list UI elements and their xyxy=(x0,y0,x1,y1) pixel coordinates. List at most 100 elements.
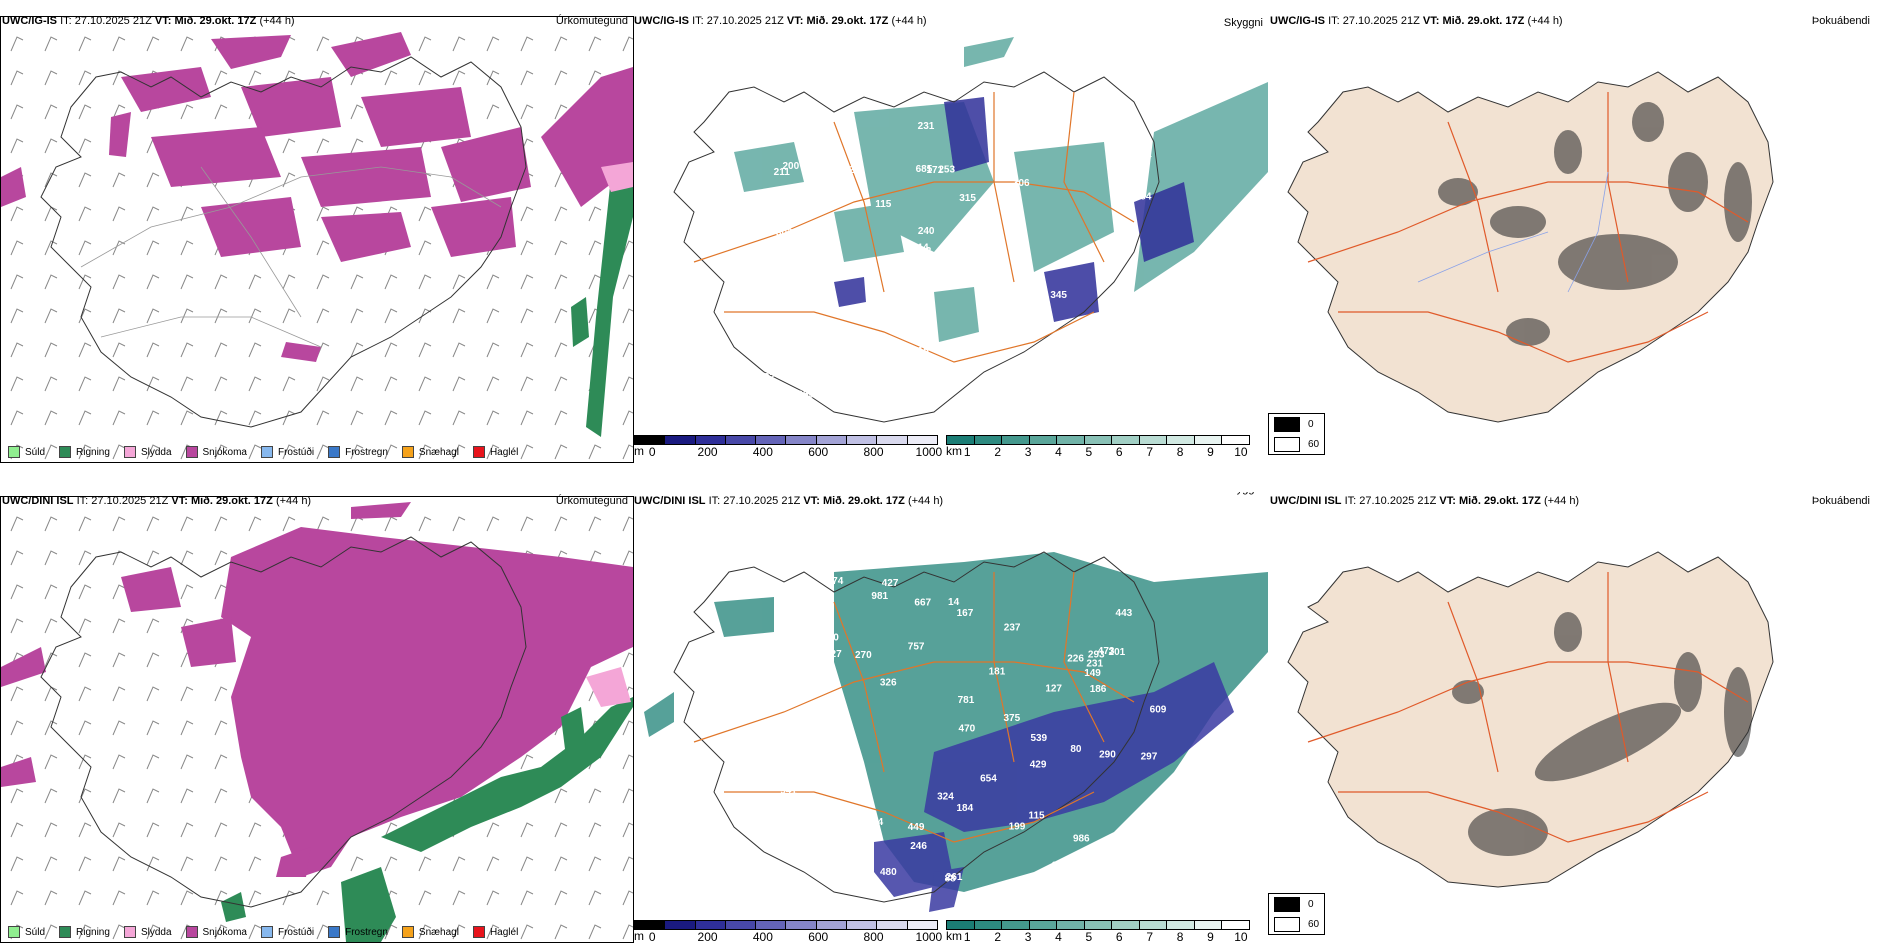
colorbar-step xyxy=(1139,921,1168,929)
wind-barb xyxy=(520,308,534,324)
ceiling-label: 211 xyxy=(774,167,791,178)
wind-barb xyxy=(112,444,126,460)
road-network xyxy=(1307,92,1749,363)
model-name: UWC/IG-IS xyxy=(1270,15,1325,27)
wind-barb xyxy=(78,104,92,120)
fog-legend-item: 60 xyxy=(1269,434,1324,454)
wind-barb xyxy=(146,720,160,736)
colorbar-step xyxy=(877,921,908,929)
wind-barb xyxy=(146,788,160,804)
wind-barb xyxy=(146,172,160,188)
colorbar-step xyxy=(635,921,666,929)
colorbar-step xyxy=(1222,921,1250,929)
wind-barb xyxy=(350,274,364,290)
wind-barb xyxy=(384,70,398,86)
ceiling-label: 352 xyxy=(808,825,825,836)
wind-barb xyxy=(588,274,602,290)
scale-tick: 0 xyxy=(648,445,656,459)
ceiling-scale: 0 200 400 600 800 1000 m xyxy=(634,435,942,459)
colorbar-step xyxy=(1167,921,1195,929)
wind-barb xyxy=(384,308,398,324)
scale-tick: 0 xyxy=(648,930,656,944)
legend-swatch xyxy=(401,446,414,458)
wind-barb xyxy=(418,376,432,392)
wind-barb xyxy=(78,584,92,600)
ceiling-label: 981 xyxy=(871,591,888,602)
ceiling-label: 293 xyxy=(1088,649,1105,660)
vt-label: VT: xyxy=(1422,15,1440,27)
ceiling-label: 394 xyxy=(1052,860,1069,871)
wind-barb xyxy=(452,308,466,324)
wind-barb xyxy=(622,788,633,804)
wind-barb xyxy=(452,856,466,872)
wind-barb xyxy=(214,516,228,532)
wind-barb xyxy=(44,410,58,426)
wind-barb xyxy=(384,376,398,392)
ceiling-label: 428 xyxy=(842,831,859,842)
ceiling-label: 443 xyxy=(1116,608,1133,619)
wind-barb xyxy=(78,36,92,52)
wind-barb xyxy=(214,924,228,940)
legend-item: Súld xyxy=(8,446,45,458)
wind-barb xyxy=(44,274,58,290)
wind-barb xyxy=(214,686,228,702)
wind-barb xyxy=(316,410,330,426)
panel-header: UWC/IG-IS IT: 27.10.2025 21Z VT: Mið. 29… xyxy=(634,12,927,30)
wind-barb xyxy=(520,342,534,358)
legend-label: Súld xyxy=(25,446,46,458)
wind-barb xyxy=(180,376,194,392)
wind-barb xyxy=(622,274,633,290)
wind-barb xyxy=(622,924,633,940)
fog-visibility-area xyxy=(734,37,1268,342)
vt-label: VT: xyxy=(803,495,820,507)
legend-item: Rigning xyxy=(59,446,110,458)
ceiling-scale: 0 200 400 600 800 1000 m xyxy=(634,920,942,944)
wind-barb xyxy=(44,856,58,872)
colorbar-step xyxy=(1084,921,1113,929)
panel-header: UWC/IG-IS IT: 27.10.2025 21Z VT: Mið. 29… xyxy=(2,12,295,30)
visibility-scale: 1 2 3 4 5 6 7 8 9 10 km xyxy=(946,920,1250,944)
ceiling-label: 152 xyxy=(915,246,932,257)
wind-barb xyxy=(78,754,92,770)
wind-barb xyxy=(486,516,500,532)
wind-barb xyxy=(112,856,126,872)
colorbar-step xyxy=(847,921,878,929)
wind-barb xyxy=(146,550,160,566)
sleet-area xyxy=(586,667,631,707)
ceiling-label: 609 xyxy=(1150,705,1167,716)
wind-barb xyxy=(214,274,228,290)
wind-barb xyxy=(214,104,228,120)
ceiling-unit: m xyxy=(634,929,644,943)
precip-legend: Súld Rigning Slydda Snjókoma Frostúði Frostre… xyxy=(0,921,524,943)
wind-barb xyxy=(10,720,24,736)
wind-barb xyxy=(418,36,432,52)
ceiling-label: 226 xyxy=(1067,654,1084,665)
ceiling-label: 986 xyxy=(1073,833,1090,844)
scale-tick: 3 xyxy=(1024,445,1032,459)
wind-barb xyxy=(112,36,126,52)
legend-swatch xyxy=(123,446,136,458)
wind-barb xyxy=(180,36,194,52)
wind-barb xyxy=(418,308,432,324)
legend-label: Slydda xyxy=(140,926,172,938)
wind-barb xyxy=(248,274,262,290)
init-time: 27.10.2025 21Z xyxy=(74,15,152,27)
init-time: 27.10.2025 21Z xyxy=(91,495,169,507)
scale-tick: 600 xyxy=(808,930,829,944)
wind-barb xyxy=(486,36,500,52)
wind-barb xyxy=(316,138,330,154)
wind-barb xyxy=(350,444,364,460)
ceiling-label: 297 xyxy=(904,259,921,270)
ceiling-label: 292 xyxy=(1013,141,1030,152)
wind-barb xyxy=(520,104,534,120)
ceiling-label: 941 xyxy=(780,785,797,796)
wind-barb xyxy=(452,516,466,532)
wind-barb xyxy=(520,410,534,426)
scale-tick: 600 xyxy=(808,445,829,459)
scale-tick: 8 xyxy=(1176,445,1184,459)
wind-barb xyxy=(78,70,92,86)
ceiling-label: 184 xyxy=(956,803,973,814)
wind-barb xyxy=(44,516,58,532)
legend-item: Frostregn xyxy=(328,446,388,458)
scale-tick: 400 xyxy=(752,445,773,459)
